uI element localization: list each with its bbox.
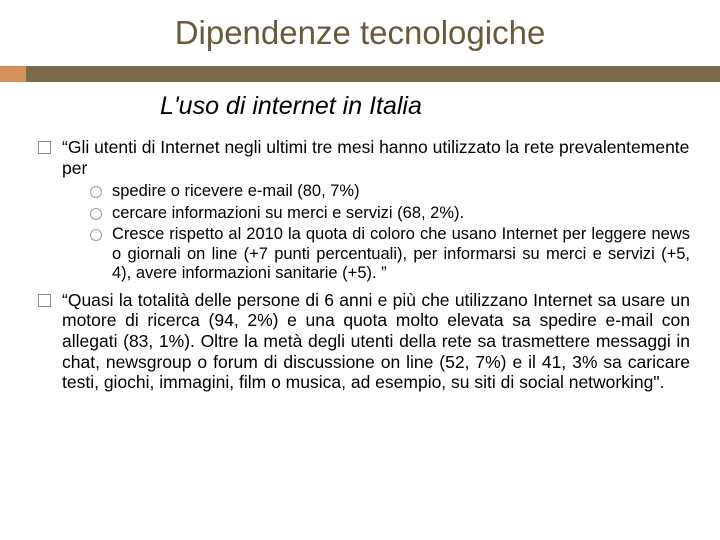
slide-title: Dipendenze tecnologiche — [30, 14, 690, 52]
sub-bullet-item: spedire o ricevere e-mail (80, 7%) — [90, 182, 690, 201]
bullet-item: “Gli utenti di Internet negli ultimi tre… — [38, 137, 690, 284]
sub-bullet-item: Cresce rispetto al 2010 la quota di colo… — [90, 225, 690, 283]
bullet-item: “Quasi la totalità delle persone di 6 an… — [38, 290, 690, 393]
slide: Dipendenze tecnologiche L'uso di interne… — [0, 0, 720, 540]
bullet-text: “Quasi la totalità delle persone di 6 an… — [62, 290, 690, 393]
content-area: L'uso di internet in Italia “Gli utenti … — [30, 92, 690, 393]
accent-bar — [0, 66, 720, 82]
sub-bullet-item: cercare informazioni su merci e servizi … — [90, 204, 690, 223]
sub-bullet-list: spedire o ricevere e-mail (80, 7%) cerca… — [62, 182, 690, 283]
accent-chip — [0, 66, 26, 82]
main-bullet-list: “Gli utenti di Internet negli ultimi tre… — [30, 137, 690, 393]
bullet-text: “Gli utenti di Internet negli ultimi tre… — [62, 137, 690, 178]
slide-subtitle: L'uso di internet in Italia — [160, 92, 690, 121]
